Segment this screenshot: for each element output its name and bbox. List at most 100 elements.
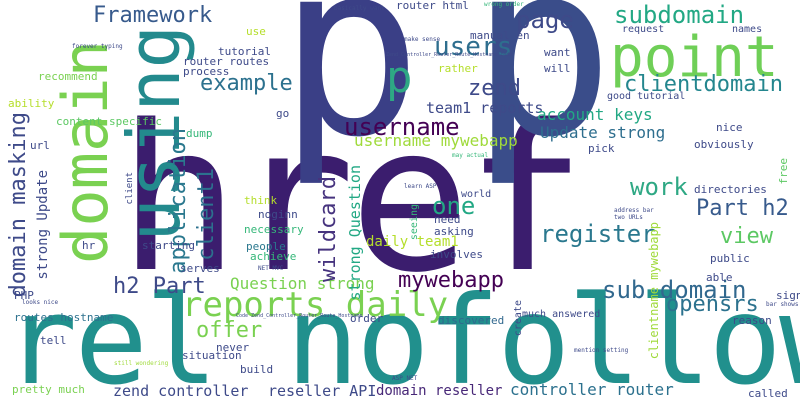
word-strong-question: strong Question [346,165,364,301]
word-part-h2: Part h2 [696,196,789,221]
word-learn-asp: learn ASP [404,183,437,190]
word-build: build [240,363,274,376]
word-involves: involves [430,248,483,261]
word-manual-en: manual en [470,29,530,42]
word-example: example [200,71,293,96]
word-good-tutorial: good tutorial [607,91,686,102]
word-username: username [344,113,460,141]
word-never: never [216,341,250,354]
word-nice: nice [716,121,743,134]
word-sign: sign [776,289,800,302]
word-need: need [434,213,461,226]
word-called: called [748,387,788,400]
word-subdomain: subdomain [614,1,745,29]
word-people: people [246,240,286,253]
word-url: url [30,139,50,152]
word-order: order [350,312,384,325]
word-mywebapp: mywebapp [398,268,504,293]
word-obviously: obviously [694,138,754,151]
word-wildcard: wildcard [316,176,341,282]
word-directories: directories [694,183,767,196]
word-public: public [710,252,750,265]
word-able: able [706,271,733,284]
word-sub-domain: sub domain [602,276,747,304]
word-router-html: router html [396,0,469,12]
word-daily-team1: daily team1 [366,234,459,250]
word-serves: serves [180,262,220,275]
word-create: create [513,300,524,337]
word-asking: asking [434,225,474,238]
word-reseller-api: reseller API [268,382,377,400]
word-p: p [470,0,615,190]
word-client1: client1 [194,168,219,261]
word-starting: starting [142,239,195,252]
word-achieve: achieve [250,250,297,263]
word-work: work [630,173,688,201]
word-client: client [125,172,135,205]
word-h2-part: h2 Part [113,274,206,299]
word-tutorial: tutorial [218,45,271,58]
word-situation: situation [182,349,242,362]
word-router-routes: router routes [183,55,270,68]
word-users: users [434,32,513,62]
word-strong-update: strong Update [35,170,51,280]
word-controller-router: controller router [510,380,674,399]
word-want: want [544,46,571,59]
word-dump: dump [186,127,213,140]
word-free: free [777,158,790,185]
word-forever-typing: forever typing [72,43,123,50]
word-think: think [244,194,278,207]
word-request: request [622,24,665,35]
word-framework: Framework [93,3,213,28]
word-update-strong: Update strong [540,123,666,142]
word-may-actual: may actual [452,152,489,159]
word-team1-reports: team1 reports [426,99,544,117]
word-zend-controller-router-route-hostname-code: Zend_Controller_Router_Route_Hostname co… [386,52,513,58]
word-opensrs: opensrs [666,292,759,317]
word-routes-hostname: routes hostname [14,311,114,324]
word-rather: rather [438,62,478,75]
word-code-zend-controller-router-route-hostname: Code Zend_Controller_Router_Route_Hostna… [236,313,363,319]
word-names: names [732,24,763,35]
word-noginn: noginn [258,208,298,221]
word-offer: offer [196,318,263,343]
word-discovered: discovered [438,314,505,327]
word-username-mywebapp: username mywebapp [354,131,518,150]
word-zend: zend [468,76,521,101]
word-necessary: necessary [244,223,304,236]
word-php: PHP [14,289,34,302]
word-question-strong: Question strong [230,274,375,293]
word-view: view [720,224,773,249]
word-process: process [183,65,230,78]
word-point: point [610,25,779,90]
word-asp-net: ASP NET [392,375,418,382]
word-domain-reseller: domain reseller [376,383,503,399]
word-p: p [386,52,413,103]
word-net-mvc: NET MVC [258,265,284,272]
word-account-keys: account keys [537,105,653,124]
word-href: href [118,81,586,317]
word-domain-masking: domain masking [6,112,31,298]
word-looks-nice: looks nice [22,299,59,306]
word-ability: ability [8,97,55,110]
word-address-bar: address bar [614,207,654,214]
word-world: world [461,189,492,200]
word-pick: pick [588,142,615,155]
word-bar-shows: bar shows [766,301,799,308]
word-two-urls: two URLs [614,214,643,221]
word-clientname-mywebapp: clientname mywebapp [647,222,661,360]
word-reason: reason [732,314,772,327]
word-still-wondering: still wondering [114,360,169,367]
word-basically-want: basically want [334,5,385,12]
word-content-specific: content specific [56,115,162,128]
word-one: one [432,192,476,220]
word-tell: tell [40,334,67,347]
word-much-answered: much answered [522,309,601,320]
word-wrong-order: wrong order [484,1,524,8]
word-hr: hr [82,239,96,252]
word-clientdomain: clientdomain [624,72,783,97]
word-p: p [278,0,423,190]
word-reports-daily: reports daily [182,285,449,325]
word-page: page [516,6,574,34]
